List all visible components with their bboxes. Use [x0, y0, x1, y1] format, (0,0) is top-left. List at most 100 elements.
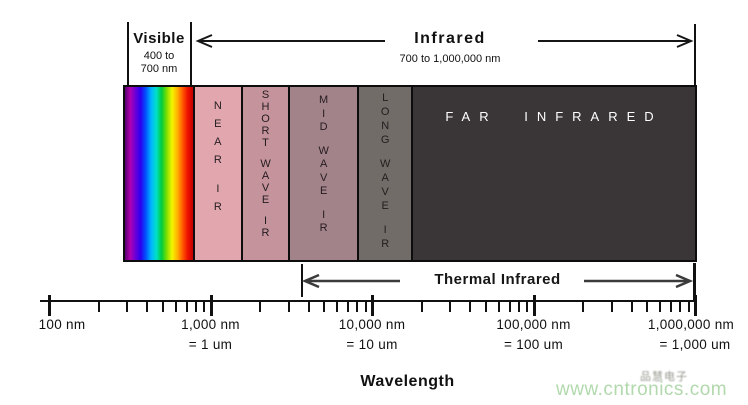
- infrared-label: Infrared: [414, 30, 486, 47]
- minor-tick: [203, 301, 206, 312]
- tick-label-nm: 1,000,000 nm: [647, 317, 735, 332]
- thermal-right-arrow: [584, 273, 694, 289]
- label-letter: E: [381, 200, 389, 212]
- band-visible-spectrum: [125, 87, 193, 260]
- label-letter: O: [380, 106, 390, 118]
- tick-label-nm: 1,000 nm: [181, 317, 240, 332]
- minor-tick: [174, 301, 177, 312]
- minor-tick: [307, 301, 310, 312]
- minor-tick: [484, 301, 487, 312]
- band-far-infrared-label: FAR INFRARED: [445, 109, 663, 124]
- label-letter: O: [261, 113, 270, 125]
- tick-label-um: = 100 um: [503, 337, 564, 352]
- visible-range-line2: 700 nm: [140, 63, 178, 75]
- minor-tick: [161, 301, 164, 312]
- minor-tick: [364, 301, 367, 312]
- minor-tick: [670, 301, 672, 312]
- label-letter: I: [322, 208, 326, 221]
- tick-label-nm: 10,000 nm: [338, 317, 406, 332]
- label-letter: R: [261, 125, 270, 137]
- label-letter: R: [213, 201, 222, 213]
- label-letter: R: [213, 154, 222, 166]
- label-letter: A: [381, 172, 389, 184]
- major-tick: [209, 295, 213, 316]
- thermal-infrared-label: Thermal Infrared: [434, 271, 561, 288]
- minor-tick: [126, 301, 129, 312]
- watermark-chinese-text: 品慧电子: [640, 371, 688, 383]
- label-letter: D: [319, 121, 328, 133]
- label-letter: R: [381, 238, 390, 250]
- thermal-left-boundary-line: [301, 264, 303, 297]
- infrared-left-arrow: [195, 34, 385, 48]
- major-tick: [371, 295, 374, 316]
- tick-label-um: = 10 um: [346, 337, 398, 352]
- label-letter: E: [214, 118, 222, 130]
- minor-tick: [497, 301, 500, 312]
- visible-box-left-line: [127, 22, 129, 85]
- label-letter: I: [322, 107, 326, 120]
- label-letter: N: [213, 100, 222, 112]
- minor-tick: [194, 301, 197, 312]
- major-tick: [48, 295, 51, 316]
- minor-tick: [356, 301, 359, 312]
- label-letter: V: [381, 186, 389, 198]
- minor-tick: [526, 301, 529, 312]
- minor-tick: [420, 301, 423, 312]
- label-letter: A: [261, 170, 270, 182]
- infrared-right-arrow: [538, 34, 694, 48]
- label-letter: N: [381, 120, 390, 132]
- label-letter: W: [318, 144, 329, 157]
- tick-label-um: = 1 um: [188, 337, 233, 352]
- band-far-infrared: FAR INFRARED: [411, 87, 695, 260]
- minor-tick: [659, 301, 662, 312]
- watermark-site-url: www.cntronics.com: [556, 379, 728, 400]
- minor-tick: [679, 301, 682, 312]
- tick-label-nm: 100 nm: [38, 317, 86, 332]
- minor-tick: [185, 301, 188, 312]
- visible-box-right-line: [190, 22, 192, 85]
- minor-tick: [287, 301, 290, 312]
- label-letter: R: [261, 227, 270, 239]
- minor-tick: [630, 301, 633, 312]
- label-letter: R: [319, 222, 328, 234]
- tick-label-um: = 1,000 um: [659, 337, 731, 352]
- label-letter: S: [261, 89, 270, 101]
- major-tick: [532, 295, 536, 316]
- label-letter: W: [260, 158, 271, 170]
- label-letter: I: [216, 183, 220, 195]
- infrared-right-boundary-line: [694, 24, 696, 85]
- minor-tick: [259, 301, 262, 312]
- label-letter: A: [319, 158, 328, 170]
- infrared-range: 700 to 1,000,000 nm: [399, 53, 501, 65]
- minor-tick: [146, 301, 149, 312]
- label-letter: T: [262, 137, 269, 149]
- minor-tick: [517, 301, 520, 312]
- label-letter: A: [214, 136, 222, 148]
- label-letter: V: [319, 171, 328, 184]
- label-letter: E: [261, 194, 270, 206]
- minor-tick: [97, 301, 100, 312]
- label-letter: I: [264, 215, 268, 227]
- thermal-right-boundary-line: [693, 263, 696, 301]
- minor-tick: [347, 301, 349, 312]
- label-letter: V: [261, 182, 270, 194]
- label-letter: G: [380, 134, 390, 146]
- label-letter: E: [319, 185, 328, 197]
- visible-label: Visible: [133, 30, 185, 47]
- minor-tick: [323, 301, 326, 312]
- label-letter: H: [261, 101, 270, 113]
- major-tick: [694, 295, 697, 316]
- minor-tick: [469, 301, 472, 312]
- tick-label-nm: 100,000 nm: [496, 317, 571, 332]
- minor-tick: [336, 301, 339, 312]
- minor-tick: [610, 301, 613, 312]
